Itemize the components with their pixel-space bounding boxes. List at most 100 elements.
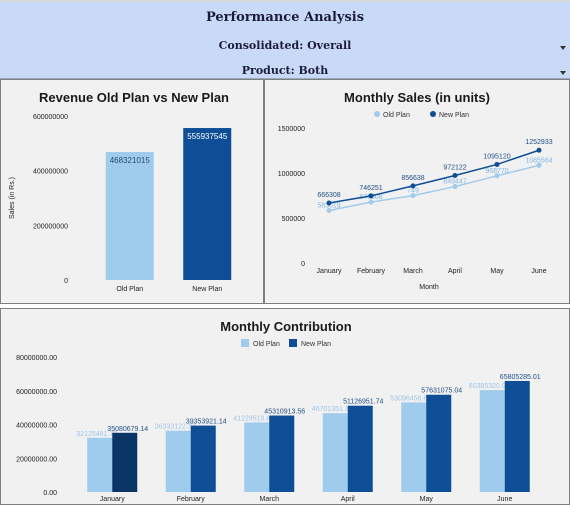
bar-old-plan xyxy=(479,390,505,492)
revenue-chart-panel: Revenue Old Plan vs New Plan 600000000 400… xyxy=(0,79,264,304)
legend-marker xyxy=(241,339,249,347)
monthly-contribution-chart-panel: Monthly Contribution Old Plan New Plan 8000… xyxy=(0,308,570,505)
legend-marker xyxy=(374,111,380,117)
bar-old-plan xyxy=(322,413,348,492)
product-filter[interactable]: Product: Both xyxy=(241,64,329,77)
consolidated-filter[interactable]: Consolidated: Overall xyxy=(218,39,352,52)
bar-value-label: 41229519.85 xyxy=(233,415,274,422)
legend-label: New Plan xyxy=(439,112,469,119)
y-axis-label: Sales (in Rs.) xyxy=(9,177,16,219)
data-point xyxy=(536,162,542,168)
data-label: 583019 xyxy=(317,203,340,210)
panel-separator xyxy=(0,304,570,308)
revenue-chart: Revenue Old Plan vs New Plan 600000000 400… xyxy=(9,90,232,293)
x-tick-label: February xyxy=(357,268,386,275)
legend-marker xyxy=(430,111,436,117)
bar-value-label: 46701351.31 xyxy=(312,406,353,413)
bar-old-plan xyxy=(105,151,154,280)
y-tick-label: 1000000 xyxy=(278,171,305,178)
data-point xyxy=(452,173,458,179)
chart-title: Monthly Sales (in units) xyxy=(344,90,490,105)
y-tick-label: 1500000 xyxy=(278,126,305,133)
chart-title: Revenue Old Plan vs New Plan xyxy=(39,90,229,105)
bar-value-label: 45310913.56 xyxy=(264,409,305,416)
bar-value-label: 53096458.66 xyxy=(390,395,431,402)
x-tick-label: January xyxy=(317,268,342,275)
bar-value-label: 36333122.37 xyxy=(155,424,196,431)
x-tick-label: April xyxy=(448,268,462,275)
dashboard-title: Performance Analysis xyxy=(205,10,365,25)
y-tick-label: 60000000.00 xyxy=(16,389,57,396)
bar-value-label: 51126951.74 xyxy=(343,399,383,406)
y-tick-label: 0 xyxy=(64,278,68,285)
data-point xyxy=(536,147,542,153)
data-label: 1252933 xyxy=(525,139,552,146)
data-point xyxy=(494,161,500,167)
y-tick-label: 400000000 xyxy=(33,169,68,176)
data-label: 1085564 xyxy=(525,157,552,164)
bar-value-label: 65805285.01 xyxy=(500,374,541,381)
top-strip xyxy=(0,0,570,2)
y-tick-label: 0 xyxy=(301,261,305,268)
x-tick-label: April xyxy=(341,496,355,503)
data-label: 856638 xyxy=(401,175,424,182)
bar-new-plan xyxy=(347,405,373,492)
bar-value-label: 32125481.79 xyxy=(76,431,117,438)
x-tick-label: January xyxy=(100,496,125,503)
y-tick-label: 200000000 xyxy=(33,223,68,230)
x-tick-label: February xyxy=(177,496,206,503)
data-label: 972122 xyxy=(443,165,466,172)
y-tick-label: 40000000.00 xyxy=(16,423,57,430)
y-tick-label: 80000000.00 xyxy=(16,355,57,362)
x-tick-label: March xyxy=(260,496,280,503)
monthly-sales-chart-panel: Monthly Sales (in units) Old Plan New Plan… xyxy=(264,79,570,304)
monthly-contribution-chart: Monthly Contribution Old Plan New Plan 8000… xyxy=(16,319,541,503)
bar-new-plan xyxy=(426,394,452,492)
data-point xyxy=(410,193,416,199)
x-tick-label: March xyxy=(403,268,423,275)
y-tick-label: 600000000 xyxy=(33,114,68,121)
bar-new-plan xyxy=(269,415,295,492)
chart-title: Monthly Contribution xyxy=(220,319,351,334)
bar-new-plan xyxy=(190,425,216,492)
x-tick-label: New Plan xyxy=(192,286,222,293)
bar-old-plan xyxy=(401,402,427,492)
data-label: 1095120 xyxy=(483,153,510,160)
data-point xyxy=(494,173,500,179)
x-tick-label: Old Plan xyxy=(116,286,143,293)
data-point xyxy=(368,199,374,205)
y-tick-label: 0.00 xyxy=(43,490,57,497)
x-tick-label: June xyxy=(497,496,512,503)
bar-old-plan xyxy=(244,422,270,492)
x-tick-label: May xyxy=(420,496,434,503)
bar-value-label: 35080679.14 xyxy=(107,426,148,433)
data-label: 749 xyxy=(407,188,419,195)
data-point xyxy=(452,184,458,190)
data-label: 849447 xyxy=(443,179,466,186)
legend-label: Old Plan xyxy=(253,341,280,348)
x-axis-label: Month xyxy=(419,284,439,291)
x-tick-label: June xyxy=(531,268,546,275)
bar-new-plan xyxy=(504,380,530,492)
data-point xyxy=(410,183,416,189)
y-tick-label: 20000000.00 xyxy=(16,456,57,463)
bar-old-plan xyxy=(87,437,113,492)
data-label: 666308 xyxy=(317,192,340,199)
y-tick-label: 500000 xyxy=(282,216,305,223)
dropdown-arrow-icon[interactable] xyxy=(560,71,566,75)
bar-value-label: 555937545 xyxy=(187,132,228,141)
bar-new-plan xyxy=(183,128,232,280)
bar-value-label: 468321015 xyxy=(110,156,151,165)
series-line-new-plan xyxy=(328,149,540,204)
series-line-old-plan xyxy=(328,164,540,212)
dropdown-arrow-icon[interactable] xyxy=(560,46,566,50)
bar-new-plan xyxy=(112,432,138,492)
bar-value-label: 60385320.05 xyxy=(469,383,510,390)
legend-marker xyxy=(289,339,297,347)
data-label: 968770 xyxy=(485,168,508,175)
data-label: 746251 xyxy=(359,185,382,192)
x-tick-label: May xyxy=(490,268,504,275)
data-point xyxy=(326,200,332,206)
data-point xyxy=(326,208,332,214)
dashboard-header: Performance Analysis Consolidated: Overa… xyxy=(0,2,570,79)
